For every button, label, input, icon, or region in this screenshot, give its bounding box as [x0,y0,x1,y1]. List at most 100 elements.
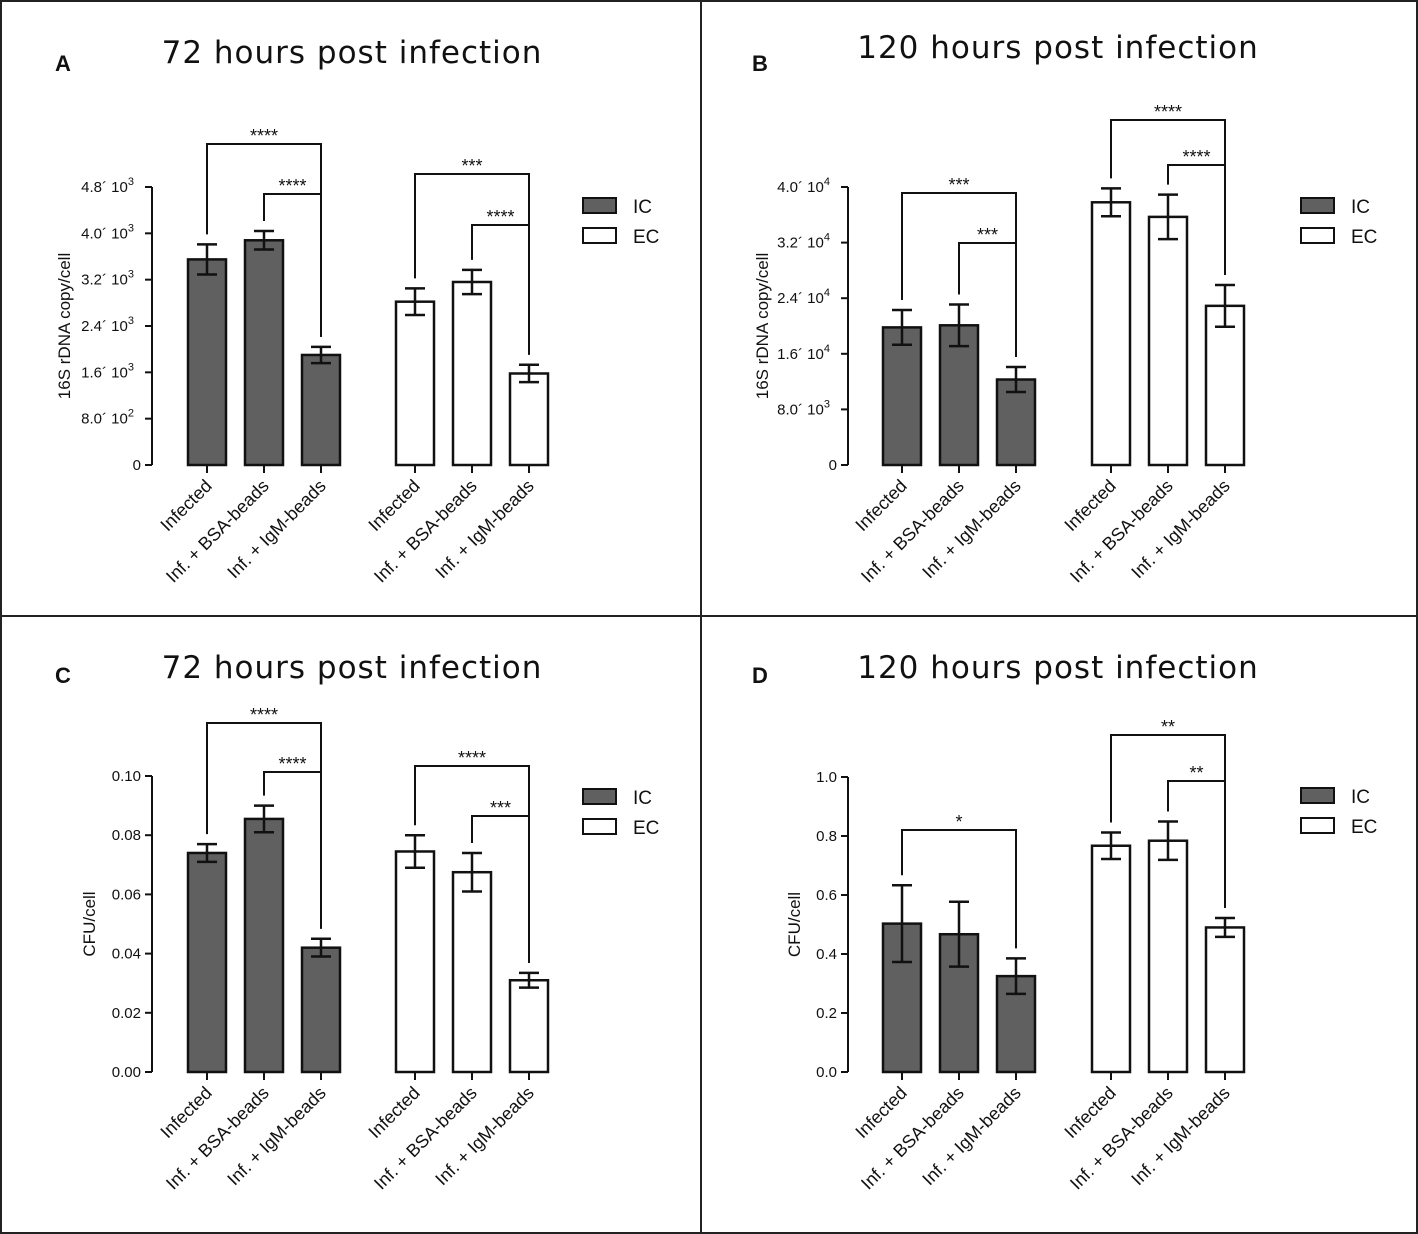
legend-label: IC [633,197,652,218]
y-axis-label: CFU/cell [785,892,804,957]
y-tick-base: 1.0 [816,769,837,786]
bar-ic [881,326,923,467]
panel-letter: B [752,51,768,76]
bar-ec [1204,926,1246,1074]
y-tick-label: 0 [133,457,141,474]
legend: IC EC [582,788,659,839]
legend: IC EC [582,197,659,248]
y-tick-base: 0 [133,457,141,474]
y-tick-base: 1.6´ 10 [777,346,824,363]
y-tick-base: 0 [829,457,837,474]
legend-swatch-ic [582,197,617,214]
significance-label: ** [1161,717,1175,737]
significance-label: **** [458,748,486,768]
legend: IC EC [1300,197,1377,248]
y-tick-base: 0.00 [112,1064,141,1081]
y-tick-base: 8.0´ 10 [81,411,128,428]
legend-swatch-ec [582,227,617,244]
bar-ic [186,258,228,467]
y-tick-base: 0.6 [816,887,837,904]
y-tick-label: 0.04 [112,946,141,963]
y-tick-label: 8.0´ 102 [81,408,134,428]
chart-title: 72 hours post infection [162,650,543,686]
y-tick-base: 1.6´ 10 [81,364,128,381]
panel-letter: A [55,51,71,76]
legend-swatch-ic [582,788,617,805]
y-tick-label: 0.08 [112,827,141,844]
significance-label: *** [948,175,969,195]
y-tick-label: 0.8 [816,828,837,845]
y-tick-base: 0.0 [816,1064,837,1081]
y-tick-base: 4.8´ 10 [81,179,128,196]
y-tick-label: 0.4 [816,946,837,963]
y-tick-exponent: 3 [128,176,134,188]
y-tick-label: 4.8´ 103 [81,176,134,196]
y-tick-label: 0.06 [112,886,141,903]
y-tick-base: 0.08 [112,827,141,844]
y-tick-base: 0.06 [112,886,141,903]
y-tick-exponent: 4 [824,343,830,355]
significance-label: **** [278,754,306,774]
bar-ec [508,372,550,467]
legend-swatch-ic [1300,197,1335,214]
bar-ec [1204,304,1246,467]
bar-ic [995,378,1037,467]
y-tick-exponent: 2 [128,408,134,420]
y-tick-exponent: 4 [824,232,830,244]
chart-title: 72 hours post infection [162,35,543,71]
significance-bracket [901,829,1017,949]
significance-bracket [471,815,530,963]
y-tick-label: 3.2´ 104 [777,232,830,252]
significance-bracket [1167,780,1226,909]
y-tick-base: 3.2´ 10 [81,272,128,289]
significance-label: **** [1182,147,1210,167]
legend-swatch-ec [1300,227,1335,244]
bar-ec [1090,201,1132,467]
bar-ec [451,280,493,467]
significance-label: **** [486,207,514,227]
chart-title: 120 hours post infection [857,650,1259,686]
significance-label: *** [461,156,482,176]
bar-ic [186,851,228,1074]
bar-ic [300,353,342,467]
significance-label: **** [250,705,278,725]
y-tick-exponent: 3 [128,315,134,327]
significance-label: **** [250,126,278,146]
y-tick-base: 3.2´ 10 [777,235,824,252]
y-axis-label: 16S rDNA copy/cell [55,253,74,399]
y-tick-label: 0.02 [112,1005,141,1022]
legend: IC EC [1300,787,1377,838]
y-tick-exponent: 4 [824,176,830,188]
y-tick-label: 0.0 [816,1064,837,1081]
y-tick-base: 4.0´ 10 [81,225,128,242]
y-tick-base: 2.4´ 10 [777,290,824,307]
significance-label: *** [977,225,998,245]
legend-label: IC [1351,197,1370,218]
legend-label: IC [633,788,652,809]
y-tick-label: 4.0´ 104 [777,176,830,196]
significance-bracket [471,224,530,355]
bar-ec [394,850,436,1074]
significance-bracket [958,242,1017,358]
significance-label: **** [278,176,306,196]
y-tick-label: 1.6´ 103 [81,361,134,381]
y-tick-exponent: 3 [128,361,134,373]
significance-bracket [1167,164,1226,275]
legend-label: IC [1351,787,1370,808]
y-tick-exponent: 3 [824,398,830,410]
y-tick-label: 4.0´ 103 [81,222,134,242]
legend-swatch-ec [1300,817,1335,834]
y-tick-base: 0.4 [816,946,837,963]
y-tick-exponent: 3 [128,269,134,281]
y-axis-label: CFU/cell [80,891,99,956]
y-tick-base: 0.02 [112,1005,141,1022]
y-tick-label: 0.2 [816,1005,837,1022]
y-tick-base: 0.10 [112,768,141,785]
y-tick-base: 8.0´ 10 [777,401,824,418]
significance-label: *** [490,798,511,818]
legend-swatch-ec [582,818,617,835]
y-tick-base: 0.04 [112,946,141,963]
panel-letter: D [752,663,768,688]
chart-title: 120 hours post infection [857,30,1259,66]
